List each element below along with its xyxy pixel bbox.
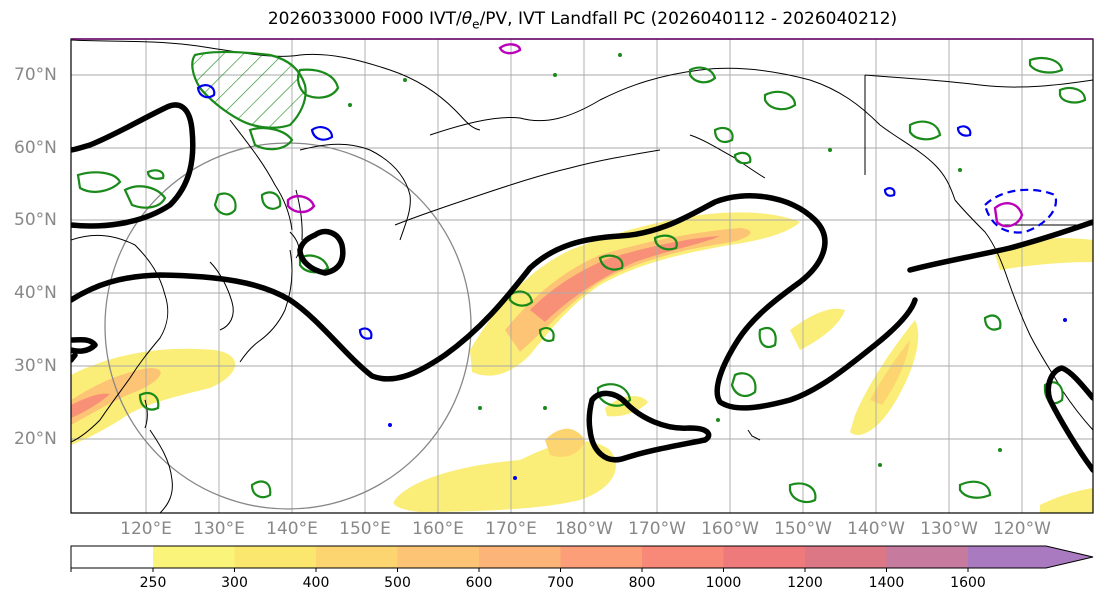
colorbar-segment-3 (397, 546, 480, 568)
lat-label-60n: 60°N (14, 138, 57, 158)
ivt-southmid (545, 428, 585, 457)
coast-okhotsk (229, 119, 293, 231)
colorbar-segment-below (71, 546, 153, 568)
graticule (71, 39, 1093, 513)
colorbar-segment-9 (886, 546, 969, 568)
colorbar-segment-7 (723, 546, 806, 568)
lon-label-160e: 160°E (412, 519, 464, 539)
colorbar-label-800: 800 (628, 575, 656, 591)
range-circle (104, 142, 472, 510)
colorbar-label-1600: 1600 (950, 575, 986, 591)
colorbar-label-600: 600 (465, 575, 493, 591)
coast-alaska (429, 67, 956, 201)
lon-label-130w: 130°W (920, 519, 978, 539)
scatter-dots (348, 53, 1002, 467)
colorbar-segment-1 (234, 546, 317, 568)
colorbar-segment-2 (316, 546, 398, 568)
lon-label-120w: 120°W (993, 519, 1051, 539)
coast-philippines (149, 429, 173, 513)
colorbar-segment-0 (153, 546, 235, 568)
coastlines (71, 39, 1093, 513)
ivt-plume-main (470, 212, 800, 376)
lat-label-30n: 30°N (14, 356, 57, 376)
pv-contours-blue (196, 84, 1058, 340)
coast-hokkaido (289, 231, 300, 259)
lon-label-170w: 170°W (628, 519, 686, 539)
colorbar-label-250: 250 (139, 575, 167, 591)
coast-aleutians (394, 149, 661, 226)
colorbar (70, 545, 1094, 572)
coast-nw-america (954, 199, 1093, 431)
colorbar-segment-5 (560, 546, 643, 568)
coast-canada-north (864, 74, 1093, 88)
ivt-east2-core (870, 340, 910, 405)
colorbar-label-400: 400 (302, 575, 330, 591)
colorbar-label-1000: 1000 (705, 575, 742, 591)
lon-label-170e: 170°E (485, 519, 537, 539)
colorbar-segment-8 (805, 546, 887, 568)
ivt-west-max (71, 393, 110, 418)
landfall-boundary (71, 102, 1093, 473)
colorbar-label-300: 300 (221, 575, 248, 591)
ivt-east1 (790, 308, 845, 350)
colorbar-segment-10 (968, 546, 1046, 568)
lon-label-140e: 140°E (266, 519, 318, 539)
coast-asia-north (71, 39, 481, 131)
colorbar-label-1200: 1200 (787, 575, 823, 591)
pv-contours-green (76, 50, 1087, 504)
colorbar-segment-6 (642, 546, 724, 568)
lon-label-180w: 180°W (555, 519, 613, 539)
coast-taiwan (144, 399, 148, 429)
ivt-shading (71, 212, 1093, 513)
ivt-se (1040, 488, 1093, 513)
ivt-plume-max (530, 236, 720, 322)
coast-japan (239, 249, 293, 363)
colorbar-label-700: 700 (547, 575, 574, 591)
coast-kamchatka (299, 143, 411, 241)
coast-hawaii (747, 429, 761, 441)
colorbar-segment-4 (479, 546, 561, 568)
chart-title: 2026033000 F000 IVT/θe/PV, IVT Landfall … (267, 9, 898, 32)
lon-label-150w: 150°W (774, 519, 832, 539)
lon-label-140w: 140°W (847, 519, 905, 539)
ivt-west (71, 348, 236, 445)
lat-label-20n: 20°N (14, 429, 57, 449)
lat-label-70n: 70°N (14, 65, 57, 85)
ivt-west-core (71, 368, 161, 425)
coast-korea (209, 261, 234, 331)
lat-label-50n: 50°N (14, 210, 57, 230)
scatter-dots-blue (388, 318, 1067, 480)
colorbar-label-500: 500 (384, 575, 411, 591)
pv-contours-magenta (286, 43, 1024, 228)
lon-label-160w: 160°W (701, 519, 759, 539)
ivt-south (393, 441, 616, 512)
lat-label-40n: 40°N (14, 283, 57, 303)
ivt-northwest-coast (995, 238, 1093, 270)
coast-china (71, 235, 169, 443)
lon-label-120e: 120°E (120, 519, 172, 539)
lon-label-130e: 130°E (193, 519, 245, 539)
coast-sakhalin (295, 189, 303, 241)
colorbar-label-1400: 1400 (868, 575, 905, 591)
colorbar-extension-arrow (1046, 546, 1093, 568)
lon-label-150e: 150°E (339, 519, 391, 539)
